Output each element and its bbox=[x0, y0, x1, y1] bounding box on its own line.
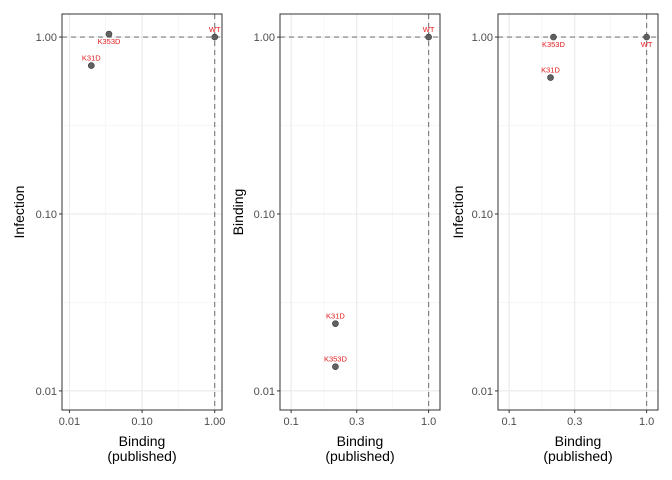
panel-border bbox=[279, 13, 441, 411]
x-tick-label: 0.10 bbox=[131, 416, 152, 428]
data-point-k353d bbox=[550, 33, 557, 41]
point-label: K353D bbox=[542, 40, 566, 49]
data-point-wt bbox=[425, 33, 432, 41]
y-tick-label: 0.10 bbox=[254, 209, 275, 221]
x-tick-label: 0.1 bbox=[283, 416, 298, 428]
data-point-k353d bbox=[105, 30, 113, 38]
point-label: K353D bbox=[97, 37, 121, 46]
x-tick-label: 1.00 bbox=[204, 416, 225, 428]
y-tick-label: 0.01 bbox=[36, 386, 57, 398]
x-tick-label: 0.3 bbox=[567, 416, 582, 428]
y-tick-label: 0.10 bbox=[472, 209, 493, 221]
panel-border bbox=[497, 13, 659, 411]
point-label: K31D bbox=[326, 312, 345, 321]
y-tick-label: 1.00 bbox=[472, 32, 493, 44]
x-axis-title: (published) bbox=[325, 448, 394, 464]
data-point-k353d bbox=[332, 363, 339, 371]
x-axis-title: Binding bbox=[555, 433, 602, 449]
x-tick-label: 1.0 bbox=[421, 416, 436, 428]
data-point-wt bbox=[643, 33, 650, 41]
point-label: WT bbox=[641, 40, 653, 49]
panel-1: WT K353D K31D 0.01 0.10 1.00 0.01 0.10 1.00 Bindi… bbox=[11, 13, 225, 464]
y-tick-label: 0.01 bbox=[254, 386, 275, 398]
point-label: WT bbox=[209, 25, 221, 34]
y-tick-label: 0.01 bbox=[472, 386, 493, 398]
y-tick-label: 1.00 bbox=[254, 32, 275, 44]
panel-background bbox=[280, 14, 440, 410]
x-tick-label: 0.3 bbox=[349, 416, 364, 428]
data-point-wt bbox=[211, 33, 219, 41]
x-tick-label: 0.01 bbox=[59, 416, 80, 428]
x-axis-title: Binding bbox=[337, 433, 384, 449]
panel-background bbox=[498, 14, 658, 410]
data-point-k31d bbox=[547, 74, 554, 81]
point-label: K353D bbox=[324, 355, 348, 364]
x-axis-title: (published) bbox=[107, 448, 176, 464]
y-tick-label: 0.10 bbox=[36, 209, 57, 221]
x-axis-title: (published) bbox=[543, 448, 612, 464]
point-label: K31D bbox=[82, 54, 101, 63]
point-label: K31D bbox=[541, 66, 560, 75]
y-tick-label: 1.00 bbox=[36, 32, 57, 44]
x-axis-title: Binding bbox=[119, 433, 166, 449]
y-axis-title: Infection bbox=[11, 186, 27, 239]
y-axis-title: Infection bbox=[450, 186, 466, 239]
data-point-k31d bbox=[332, 320, 339, 327]
point-label: WT bbox=[423, 25, 435, 34]
panel-3: WT K353D K31D 0.1 0.3 1.0 0.01 0.10 1.00 Binding(… bbox=[450, 13, 659, 464]
y-axis-title: Binding bbox=[230, 189, 246, 236]
data-point-k31d bbox=[88, 62, 95, 69]
x-tick-label: 0.1 bbox=[501, 416, 516, 428]
x-tick-label: 1.0 bbox=[639, 416, 654, 428]
